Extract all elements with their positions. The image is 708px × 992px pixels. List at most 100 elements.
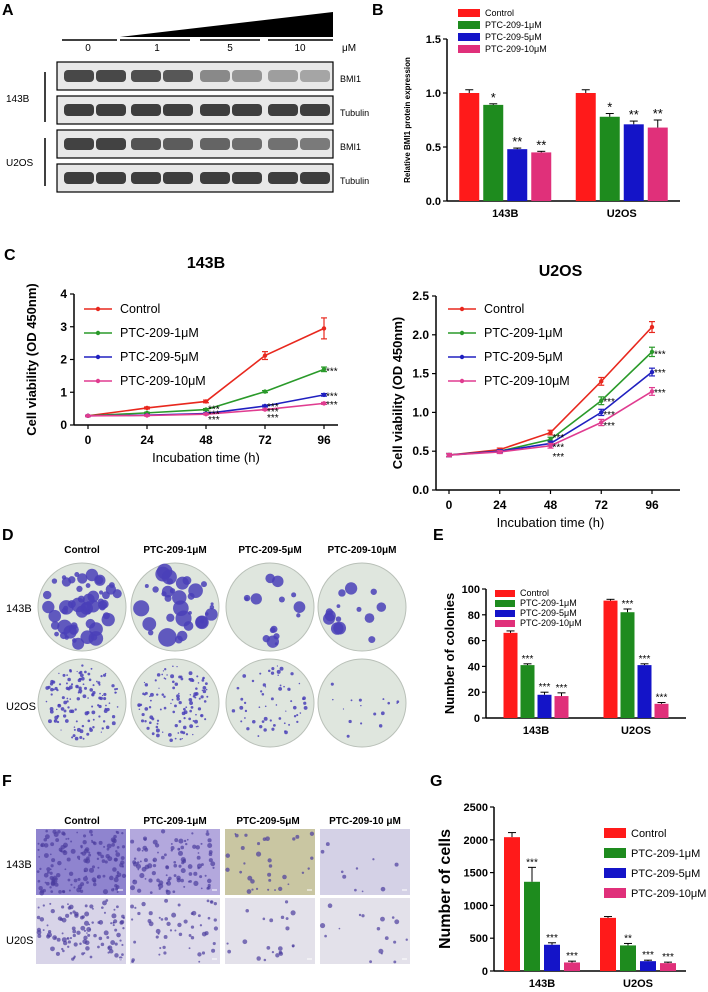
- stained-cell: [66, 937, 69, 940]
- stained-cell: [118, 956, 123, 961]
- data-point: [548, 430, 553, 435]
- stained-cell: [324, 934, 327, 938]
- colony: [151, 717, 155, 721]
- colony: [203, 700, 207, 703]
- colony: [172, 710, 176, 714]
- colony: [283, 685, 285, 688]
- colony: [156, 673, 161, 677]
- stained-cell: [89, 867, 95, 873]
- legend-label: Control: [484, 302, 524, 316]
- stained-cell: [361, 914, 365, 918]
- colony: [278, 596, 285, 603]
- significance-mark: ***: [603, 410, 615, 421]
- colony: [154, 679, 157, 682]
- stained-cell: [213, 926, 219, 931]
- stained-cell: [77, 877, 81, 881]
- colony: [115, 691, 117, 694]
- colony: [356, 606, 362, 612]
- bar: [637, 665, 652, 718]
- colony: [167, 732, 172, 737]
- stained-cell: [79, 942, 82, 945]
- y-tick-label: 2.0: [412, 328, 429, 342]
- colony: [89, 688, 94, 692]
- colony: [288, 723, 291, 726]
- colony: [53, 719, 58, 723]
- significance-mark: ***: [546, 933, 558, 944]
- colony: [182, 731, 186, 735]
- colony: [144, 691, 148, 695]
- y-tick-label: 0: [482, 966, 488, 978]
- protein-band: [64, 172, 94, 184]
- stained-cell: [37, 848, 40, 852]
- stained-cell: [42, 929, 45, 932]
- colony: [370, 588, 377, 595]
- stained-cell: [106, 843, 112, 849]
- stained-cell: [98, 840, 103, 845]
- stained-cell: [147, 919, 152, 923]
- stained-cell: [225, 853, 230, 858]
- colony: [259, 724, 263, 729]
- stained-cell: [61, 917, 67, 923]
- stained-cell: [36, 870, 40, 874]
- stained-cell: [186, 838, 189, 841]
- colony: [97, 704, 100, 707]
- colony: [70, 683, 74, 686]
- stained-cell: [206, 830, 209, 833]
- colony: [197, 682, 200, 684]
- colony: [163, 695, 166, 698]
- colony: [48, 609, 62, 623]
- colony: [114, 688, 117, 691]
- data-point: [321, 326, 327, 331]
- colony: [74, 708, 77, 711]
- significance-mark: ***: [654, 368, 666, 379]
- stained-cell: [196, 855, 201, 860]
- stained-cell: [96, 874, 101, 879]
- colony: [102, 612, 110, 620]
- colony: [298, 682, 301, 685]
- colony: [360, 722, 363, 725]
- stained-cell: [113, 908, 116, 911]
- stained-cell: [43, 853, 49, 858]
- y-tick-label: 0.5: [412, 444, 429, 458]
- colony: [194, 719, 198, 724]
- colony: [49, 706, 54, 711]
- colony: [250, 593, 262, 605]
- stained-cell: [84, 847, 90, 852]
- stained-cell: [177, 850, 183, 856]
- significance-mark: ***: [662, 952, 674, 963]
- stained-cell: [36, 915, 41, 920]
- bar: [503, 632, 518, 718]
- colony: [163, 706, 167, 710]
- colony: [185, 706, 188, 709]
- colony: [91, 693, 95, 697]
- stained-cell: [355, 867, 359, 870]
- colony: [276, 665, 279, 667]
- stained-cell: [110, 922, 113, 925]
- colony: [57, 703, 62, 708]
- colony: [269, 627, 276, 634]
- stained-cell: [167, 878, 171, 882]
- stained-cell: [81, 952, 85, 956]
- colony: [84, 686, 88, 690]
- colony: [50, 693, 53, 696]
- colony: [155, 728, 160, 733]
- data-point: [203, 407, 209, 412]
- stained-cell: [70, 883, 73, 886]
- colony: [296, 720, 299, 724]
- significance-mark: **: [653, 106, 663, 121]
- stained-cell: [91, 921, 94, 924]
- stained-cell: [207, 883, 211, 888]
- y-tick-label: 0: [60, 418, 67, 432]
- colony: [279, 684, 282, 687]
- colony: [61, 696, 65, 700]
- colony: [111, 684, 115, 688]
- colony: [58, 683, 62, 686]
- colony: [100, 675, 103, 678]
- colony: [196, 675, 199, 678]
- stained-cell: [190, 936, 195, 940]
- stained-cell: [73, 878, 78, 883]
- stained-cell: [158, 916, 161, 919]
- panel-label-c: C: [4, 247, 16, 264]
- legend-label: PTC-209-1μM: [631, 848, 700, 860]
- stained-cell: [119, 939, 122, 942]
